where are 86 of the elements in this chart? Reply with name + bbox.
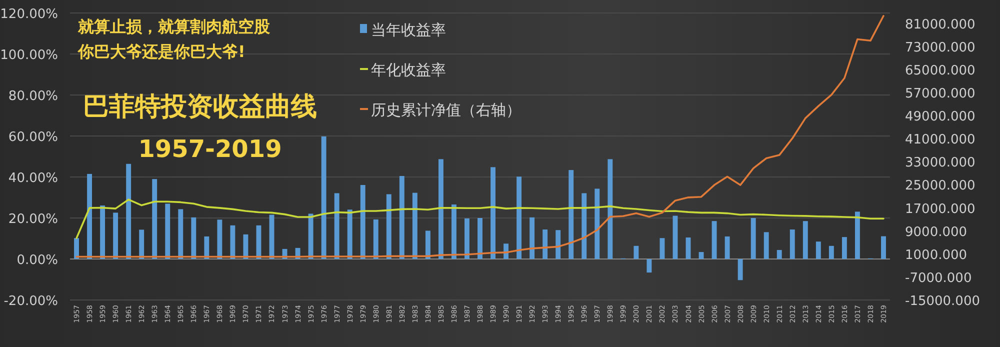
y-tick-label: 60.00% — [8, 130, 58, 145]
bar — [854, 212, 860, 259]
bar — [750, 218, 756, 259]
line-series — [76, 198, 884, 239]
bar — [165, 204, 170, 259]
bar — [672, 216, 678, 259]
bar — [230, 225, 236, 259]
bar — [828, 246, 834, 259]
y2-tick-label: 41000.000 — [905, 132, 976, 148]
bar — [542, 229, 548, 259]
bar — [686, 237, 691, 259]
annotation: 你巴大爷还是你巴大爷! — [77, 42, 246, 61]
y-tick-label: 80.00% — [8, 89, 58, 104]
bar — [386, 194, 392, 259]
y2-tick-label: 1000.000 — [905, 248, 968, 263]
y2-tick-label: 65000.000 — [905, 63, 976, 78]
annotation: 就算止损，就算割肉航空股 — [77, 17, 271, 36]
bar — [464, 218, 470, 259]
legend-label: 当年收益率 — [371, 21, 446, 39]
bar — [478, 218, 482, 259]
bar — [724, 236, 730, 259]
bar — [373, 219, 378, 259]
legend-label: 历史累计净值（右轴） — [371, 101, 521, 119]
y2-tick-label: 57000.000 — [905, 86, 976, 102]
y2-tick-label: 33000.000 — [905, 156, 976, 171]
y2-tick-label: -15000.000 — [905, 294, 980, 309]
y2-tick-label: 81000.000 — [905, 17, 976, 32]
bar — [204, 236, 210, 259]
y2-tick-label: 9000.000 — [905, 224, 968, 240]
bar — [712, 221, 717, 259]
bar — [816, 242, 821, 259]
bar — [646, 259, 652, 273]
bar — [842, 237, 847, 259]
bar — [594, 188, 600, 259]
bar — [556, 230, 561, 259]
bar — [608, 159, 613, 259]
bar — [191, 217, 196, 259]
bar — [126, 164, 132, 259]
bar — [334, 193, 340, 259]
line-series — [76, 14, 884, 258]
bar — [776, 250, 782, 259]
bar — [347, 210, 352, 259]
bar — [412, 192, 418, 259]
bar — [698, 252, 704, 259]
bar — [100, 205, 106, 259]
legend-label: 年化收益率 — [371, 61, 446, 79]
bar — [490, 167, 496, 259]
bar — [178, 209, 184, 259]
y-tick-label: 120.00% — [0, 7, 58, 22]
text: 巴菲特投资收益曲线 — [83, 92, 317, 122]
y2-tick-label: 25000.000 — [905, 178, 976, 194]
bar — [438, 159, 444, 259]
bar — [243, 234, 248, 259]
bar — [738, 259, 743, 280]
y2-tick-label: 49000.000 — [905, 110, 976, 125]
bar — [516, 176, 522, 259]
y-tick-label: 20.00% — [8, 212, 58, 227]
bar — [802, 221, 808, 259]
bar — [152, 179, 158, 259]
bar — [530, 217, 535, 259]
bar — [139, 230, 144, 259]
bar — [764, 232, 769, 259]
bar — [425, 230, 430, 259]
y-tick-label: 100.00% — [0, 48, 58, 63]
y2-tick-label: -7000.000 — [905, 270, 972, 286]
bar — [308, 214, 314, 259]
bar — [660, 238, 665, 259]
text: 1957-2019 — [138, 135, 282, 163]
bar — [451, 204, 456, 259]
bar — [217, 220, 222, 259]
y2-tick-label: 17000.000 — [905, 202, 976, 217]
bar — [634, 246, 639, 259]
bar — [790, 229, 795, 259]
bar — [881, 236, 886, 259]
bar — [113, 212, 118, 259]
bar — [74, 238, 79, 259]
y-tick-label: -20.00% — [4, 294, 58, 309]
bar — [399, 176, 404, 259]
bar — [582, 193, 587, 259]
bar — [321, 136, 326, 259]
bar — [87, 174, 92, 259]
y-tick-label: 40.00% — [8, 171, 58, 186]
y-tick-label: 0.00% — [16, 253, 58, 268]
bar — [360, 184, 366, 259]
y2-tick-label: 73000.000 — [905, 40, 976, 56]
bar — [568, 170, 574, 259]
